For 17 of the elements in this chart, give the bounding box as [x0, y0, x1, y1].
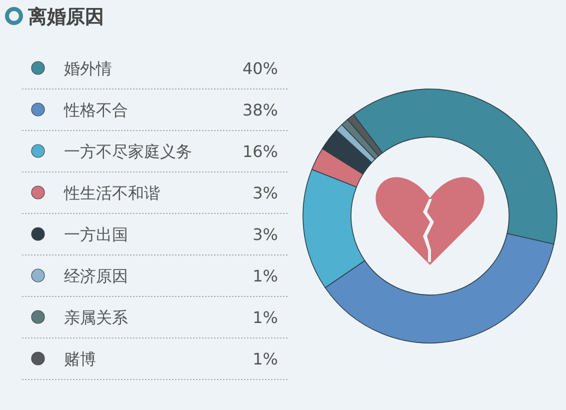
- legend-label: 婚外情: [64, 59, 112, 78]
- data-label: 3%: [252, 225, 278, 244]
- legend-label: 赌博: [64, 350, 96, 368]
- data-label: 40%: [242, 59, 278, 78]
- legend-label: 一方不尽家庭义务: [64, 142, 192, 161]
- data-label: 3%: [252, 184, 278, 202]
- legend-label: 经济原因: [64, 266, 128, 286]
- data-label: 16%: [242, 142, 278, 161]
- legend-label: 性格不合: [63, 100, 128, 120]
- chart-title: 离婚原因: [27, 6, 104, 28]
- data-label: 1%: [252, 350, 278, 368]
- data-label: 1%: [252, 266, 278, 286]
- data-label: 38%: [242, 100, 278, 120]
- legend-label: 亲属关系: [64, 308, 128, 327]
- legend-label: 性生活不和谐: [63, 184, 160, 202]
- data-label: 1%: [252, 308, 278, 327]
- legend-label: 一方出国: [64, 225, 128, 244]
